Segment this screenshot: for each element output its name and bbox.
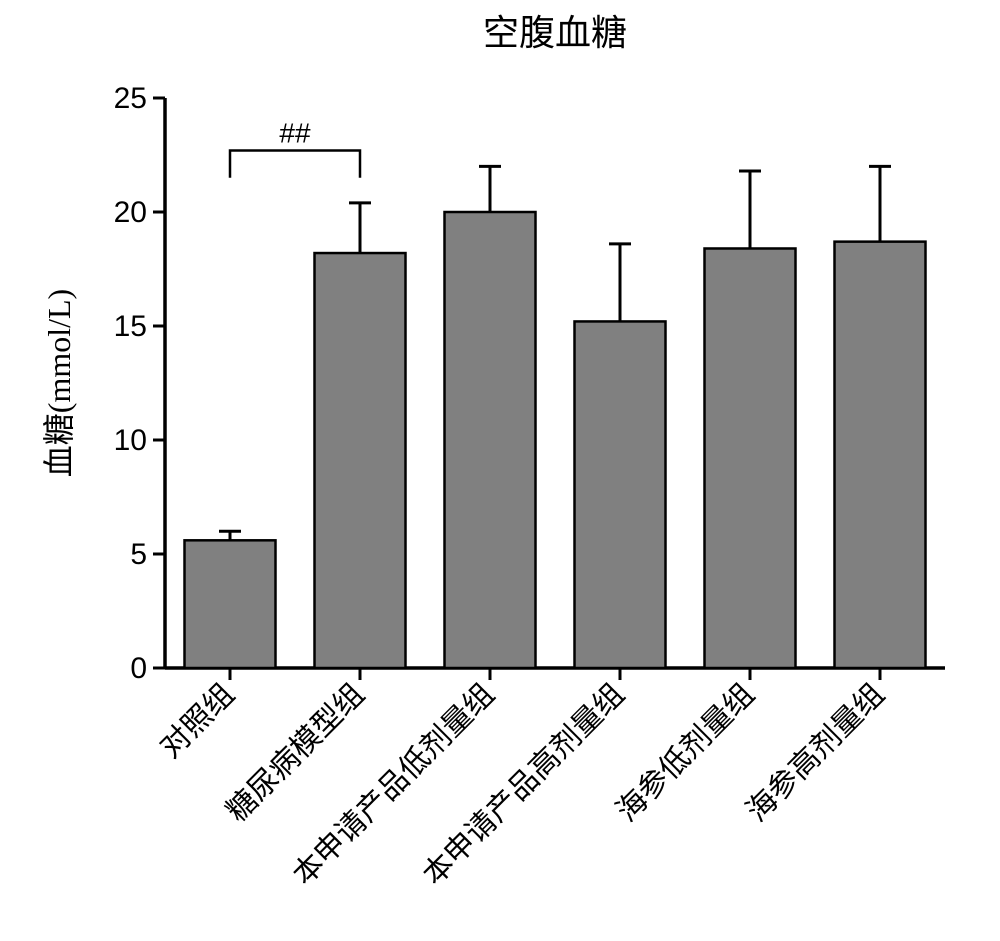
bar [185,540,276,668]
y-tick-label: 0 [130,652,147,685]
bar [705,248,796,668]
y-tick-label: 5 [130,538,147,571]
significance-label: ## [279,117,311,148]
chart-title: 空腹血糖 [483,13,627,53]
x-category-label: 海参高剂量组 [740,678,891,829]
bar [315,253,406,668]
y-axis-label: 血糖(mmol/L) [41,289,77,477]
bar [445,212,536,668]
bar [575,321,666,668]
x-category-label: 海参低剂量组 [610,678,761,829]
y-tick-label: 10 [114,424,147,457]
y-tick-label: 15 [114,310,147,343]
x-category-label: 对照组 [154,678,241,765]
y-tick-label: 20 [114,196,147,229]
bar-chart-svg: 空腹血糖0510152025血糖(mmol/L)对照组糖尿病模型组本申请产品低剂… [0,0,1000,941]
bar [835,242,926,668]
y-tick-label: 25 [114,82,147,115]
chart-container: 空腹血糖0510152025血糖(mmol/L)对照组糖尿病模型组本申请产品低剂… [0,0,1000,941]
significance-bracket [230,150,360,177]
